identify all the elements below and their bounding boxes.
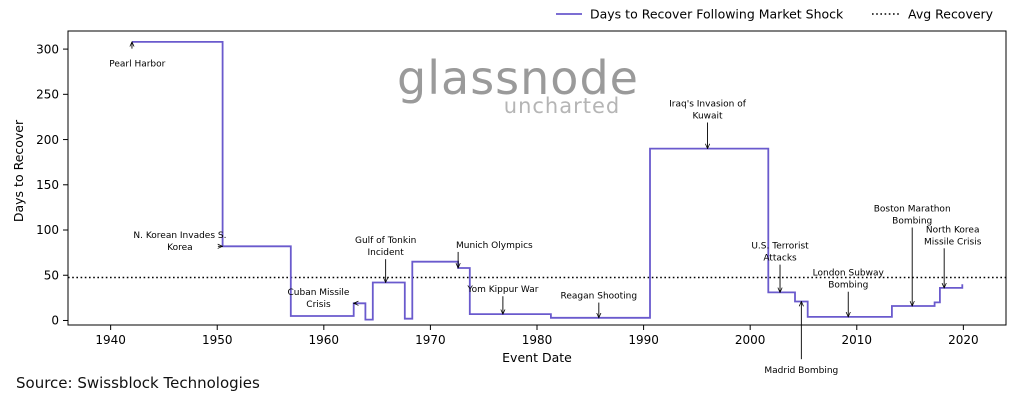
annotation-label: Korea <box>167 243 193 253</box>
annotation-label: U.S. Terrorist <box>751 242 809 252</box>
legend-label-recovery: Days to Recover Following Market Shock <box>590 7 844 22</box>
y-tick-label: 100 <box>36 223 59 237</box>
y-tick-label: 300 <box>36 42 59 56</box>
annotation-label: Attacks <box>763 254 797 264</box>
annotation-label: Pearl Harbor <box>109 60 165 70</box>
annotation-label: London Subway <box>813 269 885 279</box>
annotation-label: Munich Olympics <box>456 241 533 251</box>
x-tick-label: 1970 <box>415 333 446 347</box>
x-tick-label: 1980 <box>522 333 553 347</box>
y-tick-label: 0 <box>51 314 59 328</box>
annotation-label: Madrid Bombing <box>764 366 838 376</box>
watermark-logo: glassnode uncharted <box>397 51 639 118</box>
x-axis-label: Event Date <box>502 350 572 365</box>
x-tick-label: 2010 <box>841 333 872 347</box>
y-tick-label: 250 <box>36 88 59 102</box>
annotation-label: Bombing <box>892 216 932 226</box>
annotation-label: North Korea <box>926 225 980 235</box>
annotation-label: Cuban Missile <box>288 288 350 298</box>
x-tick-label: 1960 <box>309 333 340 347</box>
x-tick-label: 1990 <box>628 333 659 347</box>
annotation-label: Yom Kippur War <box>466 285 538 295</box>
y-axis-label: Days to Recover <box>11 119 26 222</box>
annotation-label: Incident <box>367 248 404 258</box>
plot-frame <box>67 30 1007 326</box>
y-tick-label: 50 <box>44 268 59 282</box>
x-tick-label: 2000 <box>735 333 766 347</box>
annotation-label: Crisis <box>306 300 331 310</box>
annotation-label: Bombing <box>828 281 868 291</box>
annotation-label: Kuwait <box>693 112 724 122</box>
source-note: Source: Swissblock Technologies <box>16 374 260 392</box>
annotation-label: Iraq's Invasion of <box>669 100 747 110</box>
annotations: Pearl Harbor N. Korean Invades S. Korea Cub… <box>109 42 982 376</box>
annotation-label: Reagan Shooting <box>561 292 638 302</box>
x-tick-label: 1940 <box>95 333 126 347</box>
annotation-label: Gulf of Tonkin <box>355 236 416 246</box>
y-tick-label: 200 <box>36 133 59 147</box>
legend: Days to Recover Following Market Shock A… <box>556 7 994 22</box>
y-tick-label: 150 <box>36 178 59 192</box>
annotation-label: N. Korean Invades S. <box>133 231 226 241</box>
annotation-label: Missile Crisis <box>924 237 982 247</box>
watermark-tagline: uncharted <box>504 94 620 118</box>
axes: 1940 1950 1960 1970 1980 1990 2000 2010 2020 0 50 1… <box>36 42 979 347</box>
annotation-label: Boston Marathon <box>874 204 951 214</box>
legend-label-avg: Avg Recovery <box>908 7 994 22</box>
watermark-brand: glassnode <box>397 51 639 105</box>
x-tick-label: 1950 <box>202 333 233 347</box>
x-tick-label: 2020 <box>948 333 979 347</box>
